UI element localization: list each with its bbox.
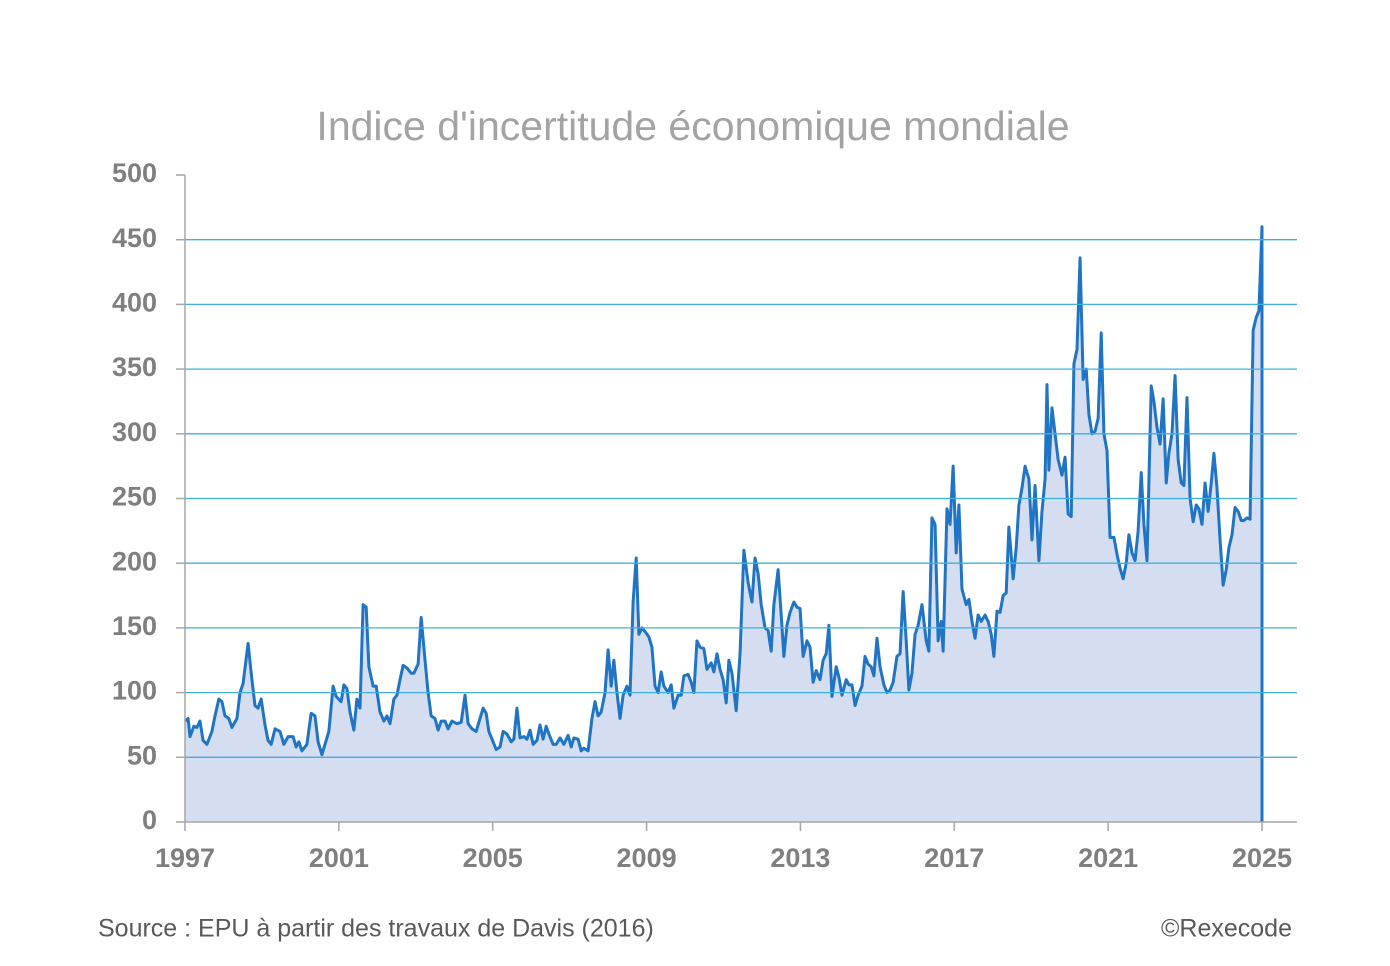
area-fill bbox=[185, 226, 1262, 822]
y-tick-label: 50 bbox=[127, 740, 157, 770]
x-tick-label: 2009 bbox=[617, 843, 677, 873]
area-line bbox=[184, 225, 1264, 822]
y-tick-label: 150 bbox=[112, 611, 157, 641]
y-tick-label: 0 bbox=[142, 805, 157, 835]
x-tick-label: 2017 bbox=[924, 843, 984, 873]
x-tick-label: 2013 bbox=[770, 843, 830, 873]
source-note: Source : EPU à partir des travaux de Dav… bbox=[98, 915, 654, 943]
x-tick-label: 2025 bbox=[1232, 843, 1292, 873]
y-tick-label: 350 bbox=[112, 352, 157, 382]
credit: ©Rexecode bbox=[1161, 915, 1292, 943]
y-tick-label: 100 bbox=[112, 676, 157, 706]
x-tick-label: 2001 bbox=[309, 843, 369, 873]
x-tick-label: 2005 bbox=[463, 843, 523, 873]
x-tick-label: 1997 bbox=[155, 843, 215, 873]
y-tick-label: 300 bbox=[112, 417, 157, 447]
chart-title: Indice d'incertitude économique mondiale bbox=[316, 103, 1069, 149]
y-tick-label: 400 bbox=[112, 288, 157, 318]
y-tick-label: 450 bbox=[112, 223, 157, 253]
y-tick-label: 500 bbox=[112, 158, 157, 188]
y-tick-label: 250 bbox=[112, 482, 157, 512]
y-tick-label: 200 bbox=[112, 546, 157, 576]
x-tick-label: 2021 bbox=[1078, 843, 1138, 873]
